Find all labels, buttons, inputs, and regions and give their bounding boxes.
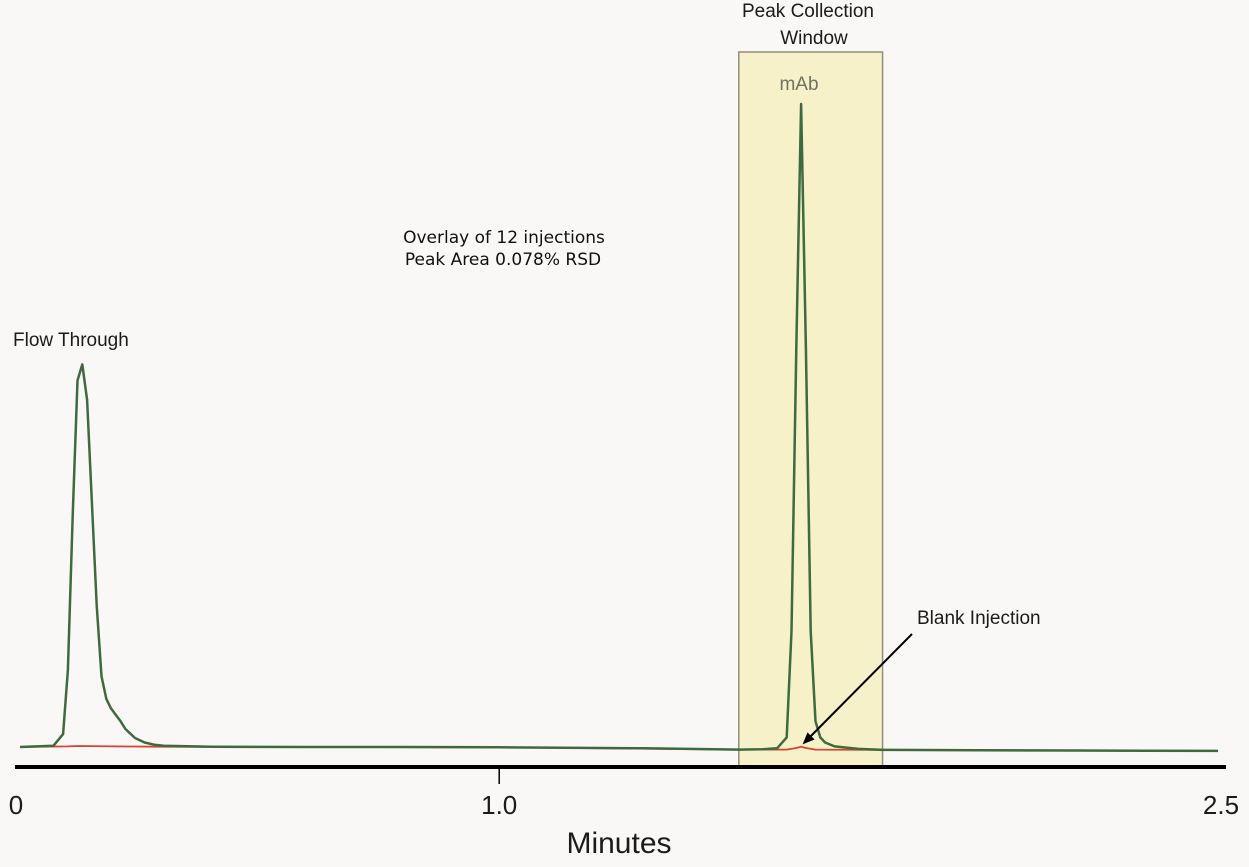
peak-label-flow-through: Flow Through [13, 330, 129, 351]
peak-label-mab: mAb [779, 74, 818, 95]
series-line-1 [19, 102, 1219, 753]
blank-injection-arrow [802, 633, 913, 745]
x-tick-label: 1.0 [481, 790, 517, 820]
note-line2: Peak Area 0.078% RSD [405, 250, 601, 270]
blank-injection-label: Blank Injection [917, 608, 1041, 629]
window-label-line1: Peak Collection [742, 1, 874, 22]
x-axis-label: Minutes [566, 827, 671, 860]
x-tick-label: 0 [9, 790, 23, 820]
series-group [19, 102, 1219, 753]
x-tick-label: 2.5 [1203, 790, 1239, 820]
window-label-line2: Window [780, 28, 848, 49]
peak-collection-window [738, 51, 884, 767]
note-line1: Overlay of 12 injections [403, 228, 605, 248]
x-axis-ticks: 0 1.0 2.5 [9, 767, 1239, 820]
